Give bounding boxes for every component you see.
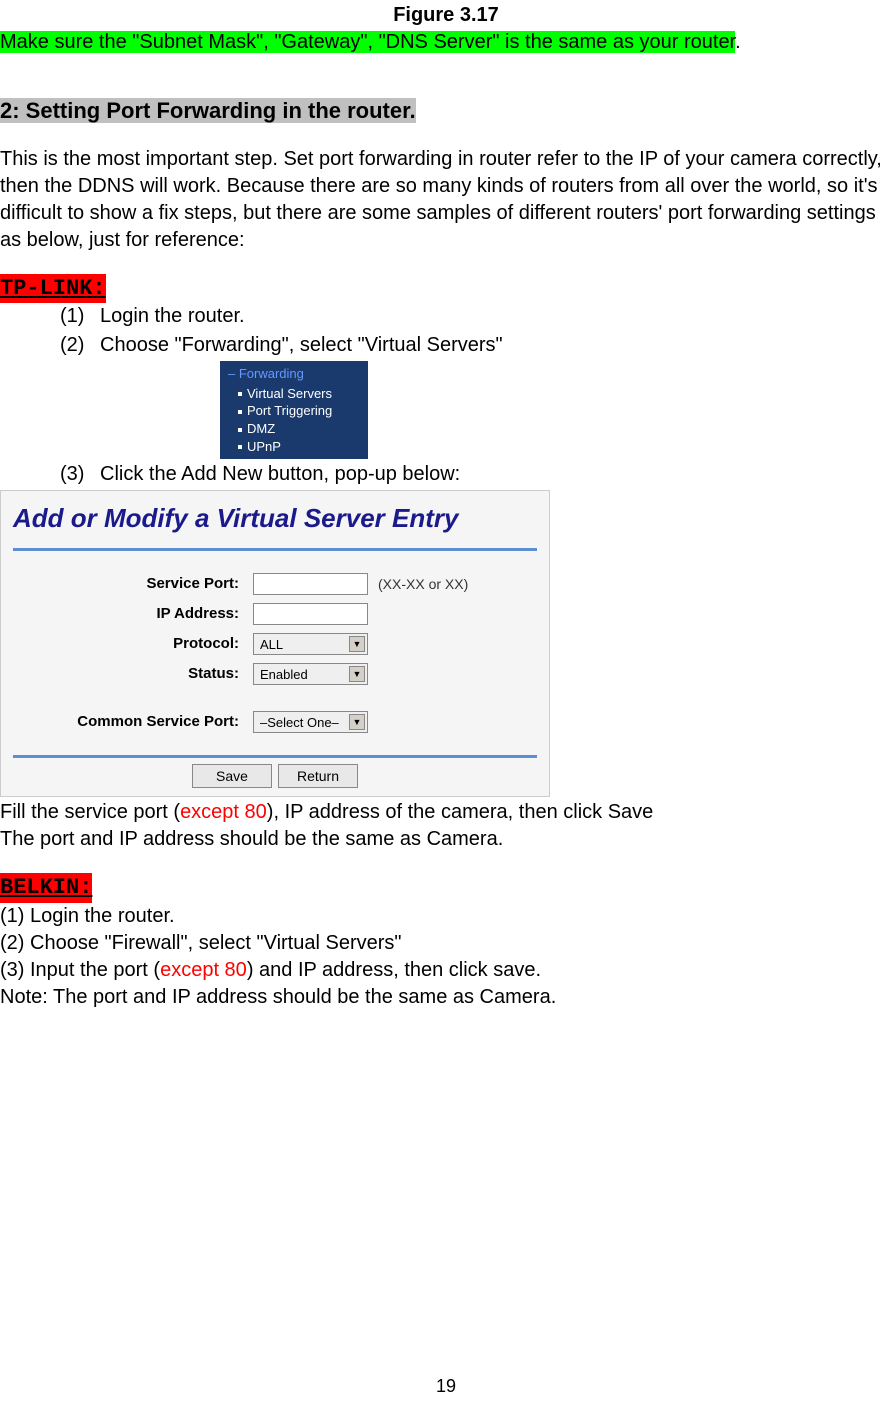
protocol-label: Protocol: <box>13 634 253 654</box>
figure-caption: Figure 3.17 <box>0 0 892 29</box>
protocol-select[interactable]: ALL ▼ <box>253 633 368 655</box>
status-value: Enabled <box>260 666 308 684</box>
menu-item-label: Virtual Servers <box>247 386 332 401</box>
chevron-down-icon: ▼ <box>349 636 365 652</box>
tplink-step-2: (2)Choose "Forwarding", select "Virtual … <box>60 332 892 359</box>
text-part: ) and IP address, then click save. <box>247 959 541 981</box>
section-heading: 2: Setting Port Forwarding in the router… <box>0 96 892 126</box>
protocol-row: Protocol: ALL ▼ <box>1 629 549 659</box>
belkin-step-3: (3) Input the port (except 80) and IP ad… <box>0 957 892 984</box>
step-text: Click the Add New button, pop-up below: <box>100 463 460 485</box>
menu-item-dmz: DMZ <box>228 420 360 438</box>
belkin-steps: (1) Login the router. (2) Choose "Firewa… <box>0 903 892 1011</box>
bullet-icon <box>238 445 242 449</box>
menu-header-text: Forwarding <box>239 366 304 381</box>
menu-item-label: UPnP <box>247 439 281 454</box>
post-form-line-1: Fill the service port (except 80), IP ad… <box>0 799 892 826</box>
bullet-icon <box>238 410 242 414</box>
common-service-label: Common Service Port: <box>13 712 253 732</box>
virtual-server-form-screenshot: Add or Modify a Virtual Server Entry Ser… <box>0 490 550 797</box>
subnet-note-text: Make sure the "Subnet Mask", "Gateway", … <box>0 31 735 53</box>
menu-item-port-triggering: Port Triggering <box>228 402 360 420</box>
menu-header: – Forwarding <box>228 365 360 383</box>
status-label: Status: <box>13 664 253 684</box>
ip-address-input[interactable] <box>253 603 368 625</box>
belkin-label: BELKIN: <box>0 873 92 903</box>
service-port-input[interactable] <box>253 573 368 595</box>
menu-item-label: DMZ <box>247 421 275 436</box>
except-80-text: except 80 <box>160 959 247 981</box>
protocol-value: ALL <box>260 636 283 654</box>
menu-dash: – <box>228 366 235 381</box>
status-select[interactable]: Enabled ▼ <box>253 663 368 685</box>
service-port-label: Service Port: <box>13 574 253 594</box>
belkin-step-1: (1) Login the router. <box>0 903 892 930</box>
step-text: Choose "Forwarding", select "Virtual Ser… <box>100 334 503 356</box>
common-service-select[interactable]: –Select One– ▼ <box>253 711 368 733</box>
menu-item-upnp: UPnP <box>228 438 360 456</box>
bullet-icon <box>238 428 242 432</box>
chevron-down-icon: ▼ <box>349 714 365 730</box>
common-service-row: Common Service Port: –Select One– ▼ <box>1 707 549 737</box>
text-part: Fill the service port ( <box>0 801 180 823</box>
ip-address-label: IP Address: <box>13 604 253 624</box>
belkin-section: BELKIN: (1) Login the router. (2) Choose… <box>0 873 892 1011</box>
chevron-down-icon: ▼ <box>349 666 365 682</box>
intro-paragraph: This is the most important step. Set por… <box>0 146 892 254</box>
tplink-step-3: (3)Click the Add New button, pop-up belo… <box>60 461 892 488</box>
subnet-note: Make sure the "Subnet Mask", "Gateway", … <box>0 29 892 56</box>
save-button[interactable]: Save <box>192 764 272 788</box>
tplink-step-1: (1)Login the router. <box>60 303 892 330</box>
menu-item-label: Port Triggering <box>247 403 332 418</box>
service-port-row: Service Port: (XX-XX or XX) <box>1 569 549 599</box>
text-part: (3) Input the port ( <box>0 959 160 981</box>
except-80-text: except 80 <box>180 801 267 823</box>
service-port-hint: (XX-XX or XX) <box>368 575 468 594</box>
subnet-period: . <box>735 31 741 53</box>
section-heading-text: 2: Setting Port Forwarding in the router… <box>0 98 416 123</box>
form-title: Add or Modify a Virtual Server Entry <box>1 491 549 548</box>
tplink-steps-cont: (3)Click the Add New button, pop-up belo… <box>60 461 892 488</box>
text-part: ), IP address of the camera, then click … <box>267 801 653 823</box>
return-button[interactable]: Return <box>278 764 358 788</box>
belkin-step-2: (2) Choose "Firewall", select "Virtual S… <box>0 930 892 957</box>
tplink-section: TP-LINK: (1)Login the router. (2)Choose … <box>0 274 892 854</box>
belkin-note: Note: The port and IP address should be … <box>0 984 892 1011</box>
step-num: (3) <box>60 461 100 488</box>
common-service-value: –Select One– <box>260 714 339 732</box>
page-number: 19 <box>0 1374 892 1398</box>
status-row: Status: Enabled ▼ <box>1 659 549 689</box>
forwarding-menu-screenshot: – Forwarding Virtual Servers Port Trigge… <box>220 361 368 459</box>
step-num: (1) <box>60 303 100 330</box>
step-num: (2) <box>60 332 100 359</box>
post-form-line-2: The port and IP address should be the sa… <box>0 826 892 853</box>
form-buttons: Save Return <box>1 764 549 788</box>
menu-item-virtual-servers: Virtual Servers <box>228 385 360 403</box>
bullet-icon <box>238 392 242 396</box>
ip-address-row: IP Address: <box>1 599 549 629</box>
step-text: Login the router. <box>100 305 245 327</box>
tplink-label: TP-LINK: <box>0 274 106 304</box>
form-divider <box>13 755 537 758</box>
tplink-steps: (1)Login the router. (2)Choose "Forwardi… <box>60 303 892 359</box>
